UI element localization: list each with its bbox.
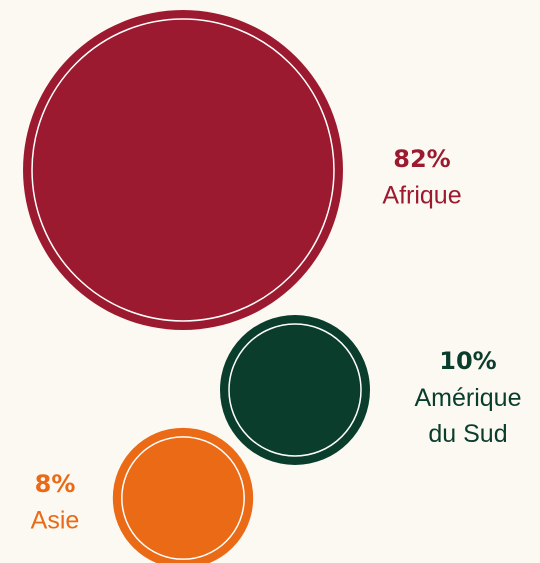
value-label: 10%	[439, 347, 496, 375]
category-line: Amérique	[415, 384, 522, 412]
bubble	[219, 314, 371, 466]
bubble	[23, 10, 343, 330]
bubble-ring	[228, 323, 362, 457]
bubble	[112, 427, 254, 563]
value-label: 8%	[35, 470, 76, 498]
bubble-ring	[121, 436, 245, 560]
category-label: Amérique du Sud	[415, 384, 522, 448]
category-label: Asie	[31, 507, 80, 535]
bubble-ring	[31, 18, 335, 322]
category-line: du Sud	[428, 420, 507, 448]
value-label: 82%	[393, 145, 450, 173]
bubble-group	[219, 314, 371, 466]
category-label: Afrique	[382, 182, 461, 210]
bubble-group	[23, 10, 343, 330]
bubble-group	[112, 427, 254, 563]
